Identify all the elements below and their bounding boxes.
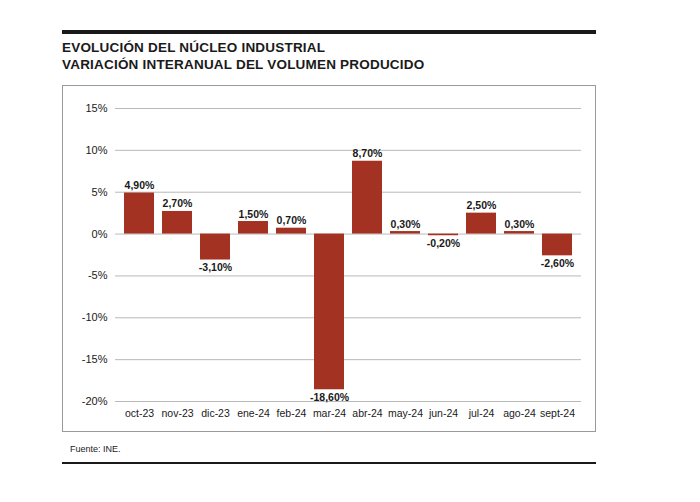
svg-text:jul-24: jul-24 (468, 407, 495, 419)
svg-text:-10%: -10% (82, 311, 108, 323)
svg-text:ene-24: ene-24 (237, 407, 270, 419)
svg-text:2,70%: 2,70% (163, 197, 193, 209)
svg-text:may-24: may-24 (388, 407, 423, 419)
svg-text:jun-24: jun-24 (428, 407, 458, 419)
svg-text:0,70%: 0,70% (277, 214, 307, 226)
svg-text:nov-23: nov-23 (161, 407, 193, 419)
svg-text:2,50%: 2,50% (467, 199, 497, 211)
svg-text:ago-24: ago-24 (503, 407, 536, 419)
svg-text:1,50%: 1,50% (239, 208, 269, 220)
svg-text:dic-23: dic-23 (201, 407, 230, 419)
html-text:EVOLUCIÓN DEL NÚCLEO INDUSTRIA: EVOLUCIÓN DEL NÚCLEO INDUSTRIAL (62, 40, 326, 55)
svg-text:0,30%: 0,30% (391, 218, 421, 230)
svg-text:sept-24: sept-24 (540, 407, 575, 419)
svg-text:4,90%: 4,90% (125, 179, 155, 191)
svg-text:5%: 5% (92, 186, 108, 198)
svg-text:8,70%: 8,70% (353, 147, 383, 159)
html-text:Fuente: INE.: Fuente: INE. (70, 444, 121, 454)
svg-text:abr-24: abr-24 (352, 407, 383, 419)
html-text:VARIACIÓN INTERANUAL DEL VOLUM: VARIACIÓN INTERANUAL DEL VOLUMEN PRODUCI… (62, 57, 425, 72)
svg-text:-5%: -5% (88, 269, 108, 281)
svg-text:-0,20%: -0,20% (427, 237, 461, 249)
svg-text:-2,60%: -2,60% (541, 257, 575, 269)
svg-text:15%: 15% (85, 102, 107, 114)
svg-text:-3,10%: -3,10% (199, 261, 233, 273)
svg-text:mar-24: mar-24 (313, 407, 346, 419)
svg-text:10%: 10% (85, 144, 107, 156)
svg-text:-18,60%: -18,60% (310, 391, 350, 403)
svg-text:-20%: -20% (82, 395, 108, 407)
svg-text:feb-24: feb-24 (277, 407, 307, 419)
svg-text:0,30%: 0,30% (505, 218, 535, 230)
svg-text:0%: 0% (92, 228, 108, 240)
svg-text:-15%: -15% (82, 353, 108, 365)
svg-text:oct-23: oct-23 (125, 407, 154, 419)
